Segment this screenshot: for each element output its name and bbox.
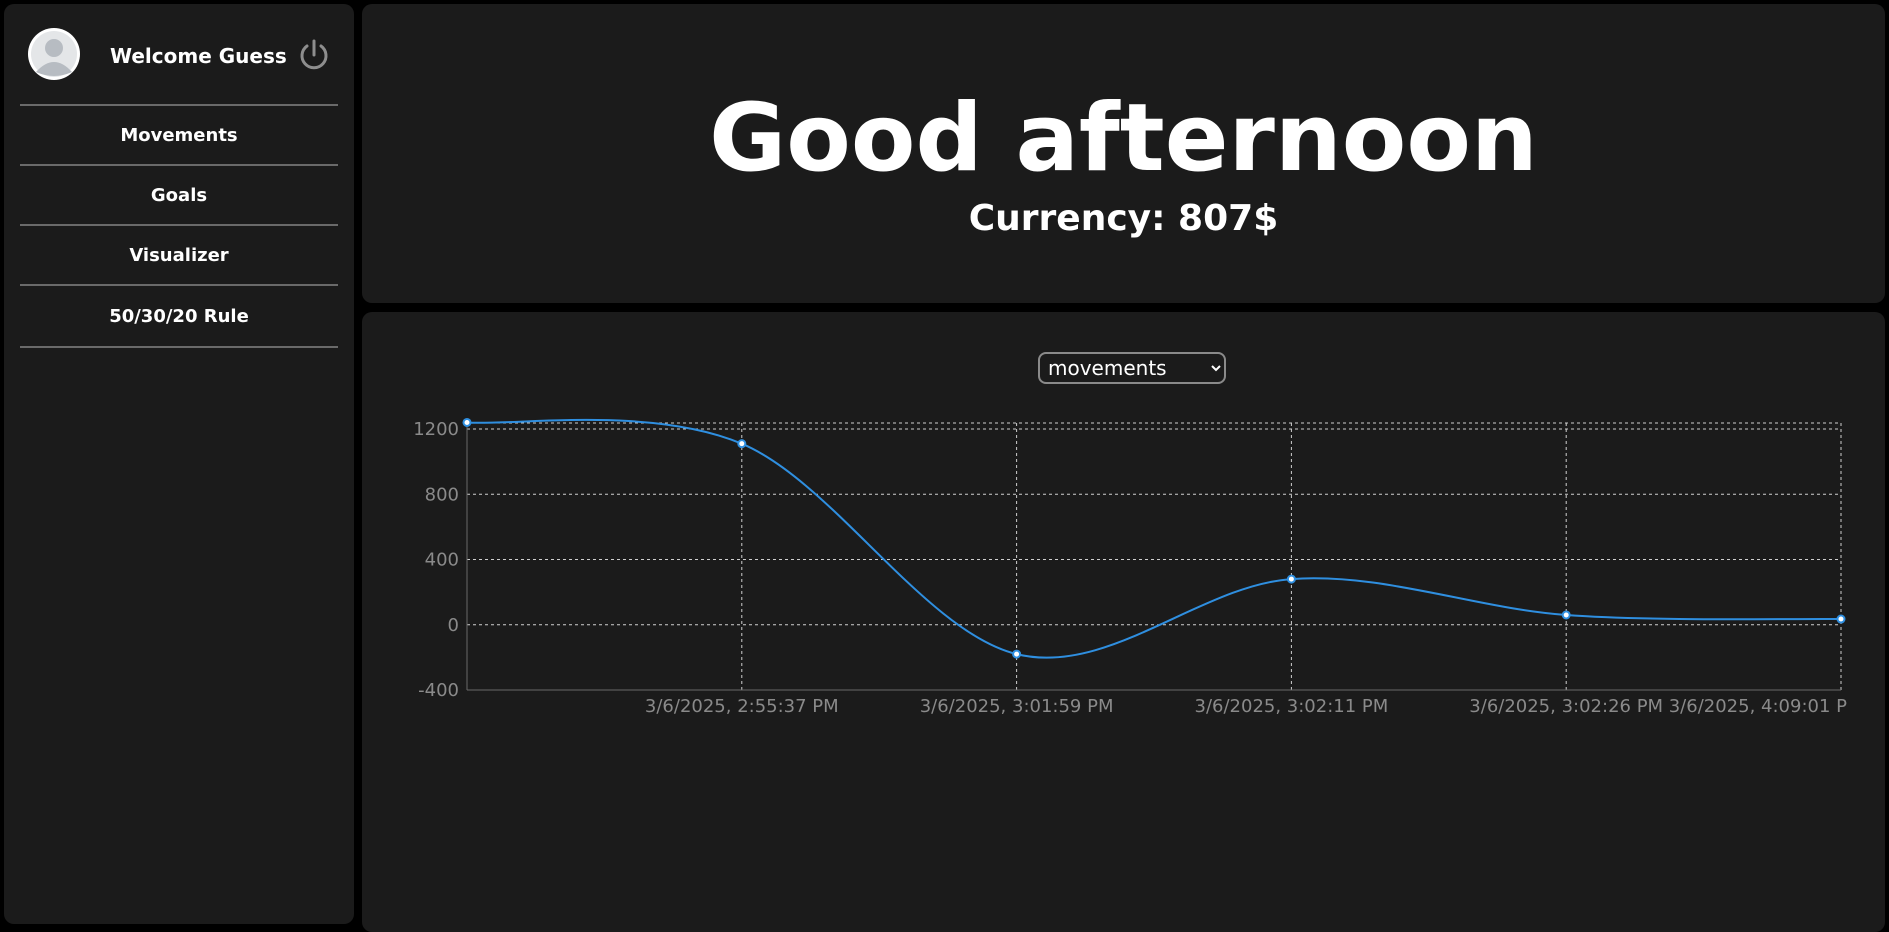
header-card: Good afternoon Currency: 807$: [362, 4, 1885, 303]
chart-card: movements 1200 800 400 0 -400 3/6/2025, 2:55:…: [362, 312, 1885, 932]
x-tick-label: 3/6/2025, 3:02:26 PM: [1469, 696, 1663, 717]
welcome-text: Welcome Guess: [110, 44, 287, 68]
user-avatar-icon: [28, 28, 80, 80]
y-tick-label: -400: [418, 680, 459, 701]
data-point: [1836, 614, 1846, 624]
sidebar-item-goals[interactable]: Goals: [20, 166, 338, 226]
data-point: [1561, 610, 1571, 620]
data-point: [462, 417, 472, 427]
y-tick-label: 1200: [413, 419, 459, 440]
x-tick-label: 3/6/2025, 3:01:59 PM: [920, 696, 1114, 717]
power-icon[interactable]: [296, 37, 332, 73]
currency-balance: Currency: 807$: [968, 198, 1279, 239]
series-line: [466, 418, 1842, 659]
sidebar-item-50-30-20-rule[interactable]: 50/30/20 Rule: [20, 286, 338, 348]
x-tick-label: 3/6/2025, 2:55:37 PM: [645, 696, 839, 717]
y-tick-label: 400: [425, 550, 459, 571]
y-tick-label: 800: [425, 484, 459, 505]
data-point: [1012, 649, 1022, 659]
data-point: [737, 439, 747, 449]
sidebar-nav: Movements Goals Visualizer 50/30/20 Rule: [20, 104, 338, 348]
greeting-title: Good afternoon: [709, 84, 1538, 193]
data-point: [1286, 574, 1296, 584]
x-tick-label: 3/6/2025, 4:09:01 P: [1669, 696, 1847, 717]
x-tick-label: 3/6/2025, 3:02:11 PM: [1195, 696, 1389, 717]
chart-type-select[interactable]: movements: [1038, 352, 1226, 384]
y-tick-label: 0: [448, 615, 459, 636]
sidebar: Welcome Guess Movements Goals Visualizer…: [4, 4, 354, 924]
sidebar-item-movements[interactable]: Movements: [20, 106, 338, 166]
sidebar-item-visualizer[interactable]: Visualizer: [20, 226, 338, 286]
movements-line-chart: 1200 800 400 0 -400 3/6/2025, 2:55:37 PM 3/6/2…: [413, 417, 1847, 717]
user-header: Welcome Guess: [4, 4, 354, 104]
